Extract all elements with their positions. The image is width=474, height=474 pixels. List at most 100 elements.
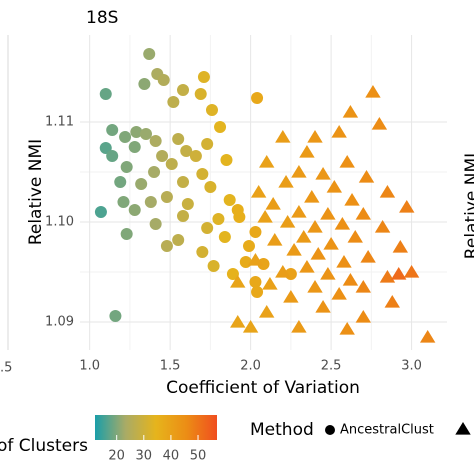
point [331, 125, 347, 138]
x-tick-label: 1.5 [160, 359, 181, 374]
point [304, 190, 320, 203]
point [207, 260, 220, 272]
y-tick-label: 1.10 [45, 215, 74, 230]
point [334, 217, 351, 230]
x-tick-label: 3.0 [401, 359, 422, 374]
point [371, 117, 388, 130]
colorbar-label: 50 [190, 449, 207, 464]
point [299, 145, 315, 158]
point [286, 243, 302, 256]
point [128, 204, 141, 216]
point [315, 300, 331, 313]
point [120, 228, 133, 240]
point [257, 258, 270, 270]
point [106, 150, 119, 162]
point [172, 133, 185, 145]
point [204, 181, 217, 193]
point [275, 265, 291, 278]
point [310, 247, 326, 260]
point [296, 230, 312, 243]
point [226, 268, 239, 280]
point [374, 220, 391, 233]
point [160, 240, 173, 252]
point [196, 168, 209, 180]
point [355, 280, 371, 293]
point [307, 280, 323, 293]
point [360, 250, 376, 263]
point [392, 240, 409, 253]
point [165, 158, 178, 170]
point [259, 305, 275, 318]
point [307, 220, 323, 233]
point [106, 124, 119, 136]
point [419, 330, 436, 343]
point [218, 231, 231, 243]
y-axis-label: Relative NMI [26, 139, 46, 245]
point [275, 130, 291, 143]
point [197, 71, 210, 83]
point [291, 320, 307, 333]
point [181, 198, 194, 210]
point [144, 196, 157, 208]
chart-title: 18S [86, 8, 118, 28]
point [114, 176, 127, 188]
point [339, 155, 355, 168]
legend-label: AncestralClust [340, 423, 434, 438]
point [247, 253, 264, 266]
point [250, 185, 267, 198]
colorbar-label: 40 [163, 449, 180, 464]
point [212, 213, 225, 225]
point [177, 176, 190, 188]
right-panel-label: Relative NMI [462, 153, 474, 259]
point [139, 128, 152, 140]
left-panel-tick: .5 [0, 361, 12, 376]
point [94, 206, 107, 218]
point [259, 155, 275, 168]
point [135, 178, 148, 190]
x-tick-label: 2.5 [321, 359, 342, 374]
point [320, 267, 336, 280]
y-tick-label: 1.09 [45, 315, 74, 330]
x-tick-label: 1.0 [79, 359, 100, 374]
point [278, 175, 294, 188]
point [336, 255, 352, 268]
point [120, 161, 133, 173]
point [355, 207, 371, 220]
point [339, 322, 355, 335]
point [347, 230, 363, 243]
point [391, 267, 407, 280]
point [130, 126, 143, 138]
point [365, 85, 381, 98]
point [242, 320, 259, 333]
colorbar-label: 20 [108, 449, 125, 464]
point [148, 166, 161, 178]
point [384, 295, 400, 308]
point [177, 210, 190, 222]
point [220, 154, 233, 166]
point [315, 167, 331, 180]
point [326, 180, 343, 193]
point [323, 237, 339, 250]
point [119, 131, 132, 143]
point [299, 260, 315, 273]
point [342, 105, 359, 118]
legend-marker [325, 425, 335, 435]
point [201, 222, 214, 234]
colorbar [95, 415, 217, 440]
point [117, 196, 130, 208]
point [160, 191, 173, 203]
point [249, 276, 262, 288]
point [243, 240, 256, 252]
colorbar-label: 30 [136, 449, 153, 464]
point [128, 141, 141, 153]
legend-title: Method [250, 420, 314, 440]
legend-marker [455, 422, 471, 435]
y-tick-label: 1.11 [45, 115, 74, 130]
x-tick-label: 2.0 [240, 359, 261, 374]
point [331, 287, 347, 300]
point [99, 88, 112, 100]
point [279, 215, 296, 228]
point [231, 204, 244, 216]
point [320, 207, 336, 220]
point [223, 194, 236, 206]
